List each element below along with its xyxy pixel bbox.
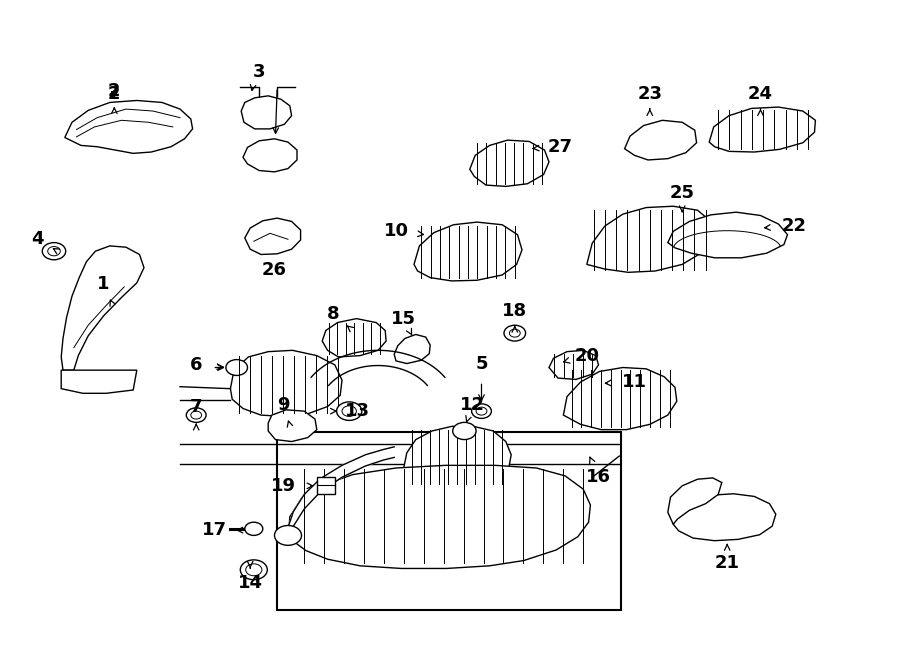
Polygon shape [403, 426, 511, 487]
Circle shape [476, 407, 487, 415]
Text: 19: 19 [271, 477, 296, 495]
Text: 16: 16 [586, 468, 611, 486]
Text: 11: 11 [622, 373, 647, 391]
Text: 2: 2 [108, 82, 121, 100]
Polygon shape [230, 350, 342, 416]
Polygon shape [268, 410, 317, 442]
Polygon shape [61, 370, 137, 393]
Circle shape [246, 564, 262, 576]
Text: 10: 10 [383, 222, 409, 241]
Circle shape [472, 404, 491, 418]
Text: 6: 6 [190, 356, 203, 374]
Text: 25: 25 [670, 184, 695, 202]
Text: 22: 22 [781, 217, 806, 235]
Polygon shape [549, 350, 598, 379]
Text: 8: 8 [327, 305, 339, 323]
Text: 5: 5 [475, 354, 488, 373]
Text: 1: 1 [97, 275, 110, 293]
Polygon shape [470, 140, 549, 186]
Polygon shape [625, 120, 697, 160]
Circle shape [226, 360, 248, 375]
Polygon shape [709, 107, 815, 152]
Polygon shape [241, 96, 292, 129]
Circle shape [337, 402, 362, 420]
Bar [277, 432, 621, 610]
Polygon shape [245, 218, 301, 254]
Text: 23: 23 [637, 85, 662, 103]
Polygon shape [563, 368, 677, 430]
Text: 27: 27 [547, 137, 572, 156]
Text: 18: 18 [502, 301, 527, 320]
Circle shape [453, 422, 476, 440]
Bar [317, 477, 335, 494]
Text: 17: 17 [202, 521, 227, 539]
Circle shape [240, 560, 267, 580]
Text: 9: 9 [277, 395, 290, 414]
Polygon shape [668, 212, 788, 258]
Text: 15: 15 [391, 309, 416, 328]
Text: 7: 7 [190, 398, 203, 416]
Polygon shape [288, 447, 394, 542]
Circle shape [42, 243, 66, 260]
Polygon shape [288, 465, 590, 568]
Circle shape [504, 325, 526, 341]
Text: 4: 4 [32, 230, 44, 249]
Polygon shape [243, 139, 297, 172]
Text: 12: 12 [460, 395, 485, 414]
Polygon shape [65, 100, 193, 153]
Circle shape [509, 329, 520, 337]
Polygon shape [61, 246, 144, 370]
Text: 24: 24 [748, 85, 773, 103]
Circle shape [274, 525, 302, 545]
Text: 26: 26 [262, 260, 287, 279]
Polygon shape [414, 222, 522, 281]
Polygon shape [668, 478, 722, 524]
Circle shape [48, 247, 60, 256]
Circle shape [342, 406, 356, 416]
Circle shape [186, 408, 206, 422]
Text: 14: 14 [238, 574, 263, 592]
Polygon shape [322, 319, 386, 357]
Circle shape [191, 411, 202, 419]
Text: 13: 13 [345, 402, 370, 420]
Polygon shape [311, 350, 445, 385]
Polygon shape [587, 206, 713, 272]
Text: 3: 3 [253, 63, 266, 81]
Polygon shape [673, 494, 776, 541]
Text: 2: 2 [108, 85, 121, 103]
Circle shape [245, 522, 263, 535]
Polygon shape [394, 334, 430, 364]
Text: 21: 21 [715, 554, 740, 572]
Text: 20: 20 [574, 346, 599, 365]
